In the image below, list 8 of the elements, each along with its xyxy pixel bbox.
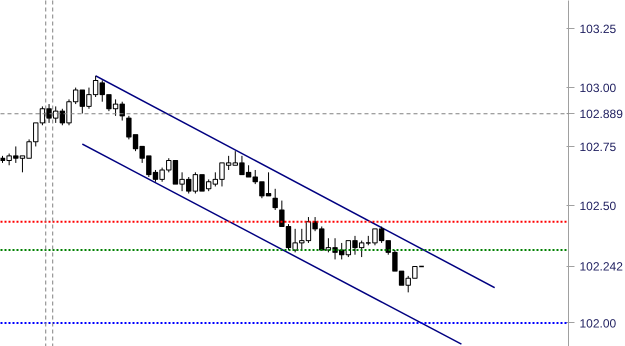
- y-tick-label: 102.75: [580, 140, 617, 154]
- y-tick-label: 102.00: [580, 316, 617, 330]
- candlestick: [272, 188, 278, 210]
- y-tick-label: 103.00: [580, 81, 617, 96]
- y-tick-label: 102.242: [580, 260, 624, 274]
- y-tick-label: 103.25: [580, 22, 617, 36]
- y-tick-label: 102.50: [580, 198, 617, 213]
- y-tick-label: 102.889: [580, 107, 624, 122]
